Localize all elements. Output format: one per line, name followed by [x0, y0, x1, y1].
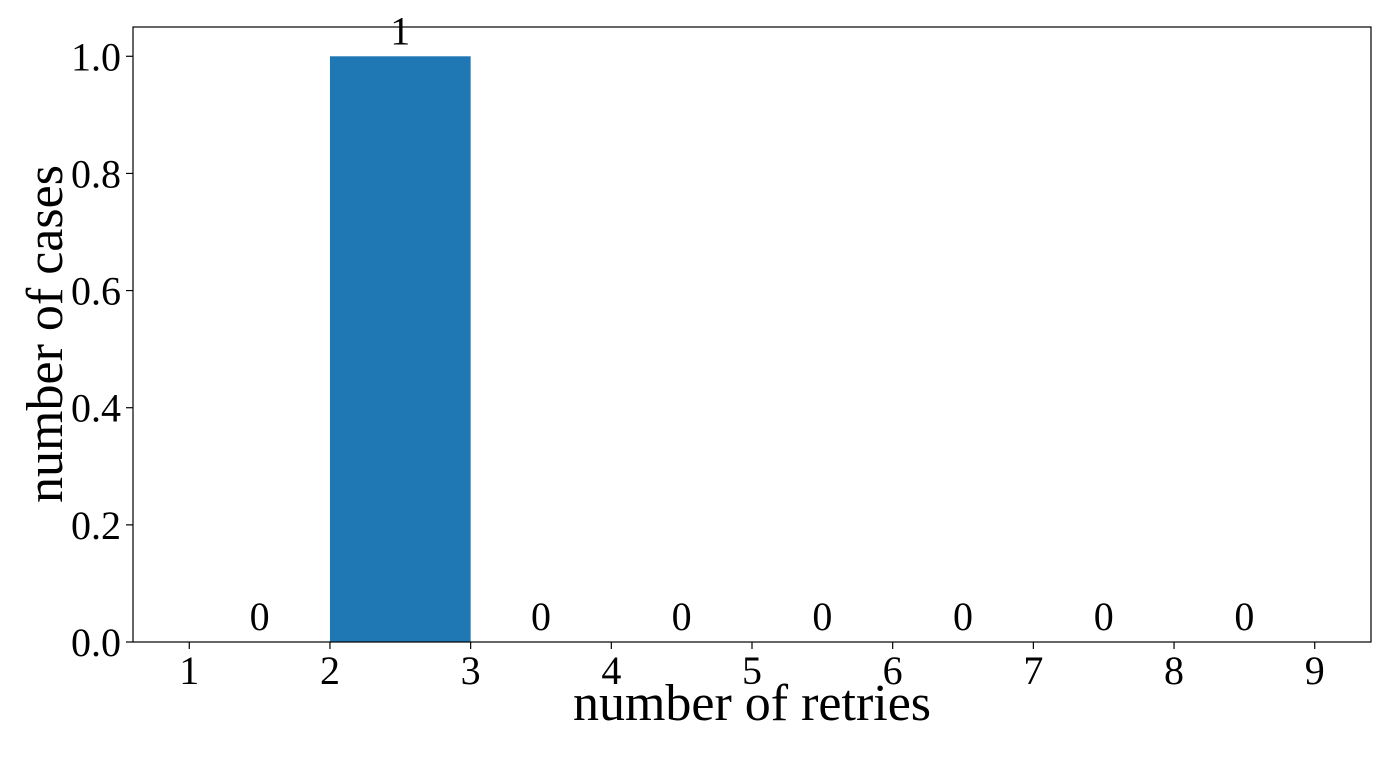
- bar: [329, 56, 471, 643]
- x-tick-label: 5: [742, 648, 762, 693]
- x-tick-label: 9: [1305, 648, 1325, 693]
- value-label: 0: [672, 594, 692, 639]
- y-tick-label: 0.2: [71, 503, 121, 548]
- y-tick-label: 0.4: [71, 386, 121, 431]
- x-tick-label: 4: [601, 648, 621, 693]
- y-tick-label: 0.8: [71, 151, 121, 196]
- x-tick-label: 7: [1023, 648, 1043, 693]
- value-label: 0: [1234, 594, 1254, 639]
- y-axis-label: number of cases: [17, 165, 74, 503]
- x-tick-label: 8: [1164, 648, 1184, 693]
- y-tick-label: 1.0: [71, 34, 121, 79]
- x-tick-label: 1: [179, 648, 199, 693]
- value-label: 1: [390, 8, 410, 53]
- x-tick-label: 2: [320, 648, 340, 693]
- y-tick-label: 0.0: [71, 620, 121, 665]
- y-tick-label: 0.6: [71, 269, 121, 314]
- value-label: 0: [250, 594, 270, 639]
- value-label: 0: [953, 594, 973, 639]
- plot-frame: [132, 26, 1372, 643]
- value-label: 0: [812, 594, 832, 639]
- x-tick-label: 3: [461, 648, 481, 693]
- value-label: 0: [531, 594, 551, 639]
- value-label: 0: [1094, 594, 1114, 639]
- x-axis-label: number of retries: [573, 675, 931, 732]
- x-tick-label: 6: [883, 648, 903, 693]
